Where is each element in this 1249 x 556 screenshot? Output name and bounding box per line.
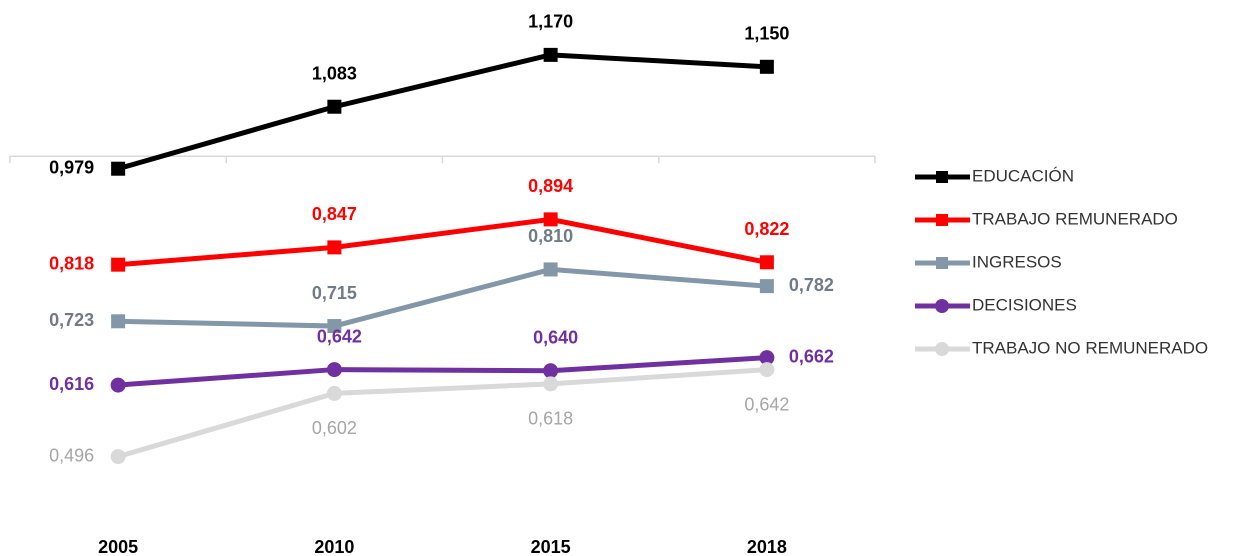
data-label: 0,818 bbox=[49, 253, 94, 273]
marker bbox=[111, 161, 126, 176]
marker bbox=[110, 449, 126, 465]
marker bbox=[111, 314, 126, 329]
marker bbox=[543, 363, 559, 379]
legend-label: TRABAJO NO REMUNERADO bbox=[972, 338, 1208, 357]
marker bbox=[759, 279, 774, 294]
data-label: 0,616 bbox=[49, 374, 94, 394]
legend-label: TRABAJO REMUNERADO bbox=[972, 209, 1178, 228]
data-label: 0,618 bbox=[528, 409, 573, 429]
marker bbox=[759, 59, 774, 74]
data-label: 1,150 bbox=[744, 24, 789, 44]
data-label: 0,723 bbox=[49, 310, 94, 330]
marker bbox=[327, 319, 342, 334]
data-label: 0,642 bbox=[744, 394, 789, 414]
data-label: 0,782 bbox=[789, 275, 834, 295]
marker bbox=[759, 255, 774, 270]
legend-label: INGRESOS bbox=[972, 252, 1062, 271]
series-line bbox=[118, 266, 768, 329]
legend-label: DECISIONES bbox=[972, 295, 1077, 314]
x-tick-label: 2005 bbox=[98, 537, 138, 556]
series-line bbox=[117, 367, 768, 459]
legend-marker bbox=[936, 257, 948, 269]
data-label: 1,170 bbox=[528, 12, 573, 32]
marker bbox=[543, 262, 558, 277]
marker bbox=[326, 385, 342, 401]
data-label: 0,810 bbox=[528, 226, 573, 246]
marker bbox=[543, 376, 559, 392]
data-label: 0,496 bbox=[49, 445, 94, 465]
data-label: 0,822 bbox=[744, 219, 789, 239]
series-line bbox=[117, 52, 768, 172]
legend-marker bbox=[935, 299, 949, 313]
data-label: 0,642 bbox=[317, 326, 362, 346]
x-tick-label: 2018 bbox=[747, 537, 787, 556]
data-label: 0,662 bbox=[789, 346, 834, 366]
marker bbox=[110, 377, 126, 393]
marker bbox=[327, 240, 342, 255]
series-line bbox=[117, 216, 768, 268]
marker bbox=[326, 362, 342, 378]
marker bbox=[759, 350, 775, 366]
data-label: 0,979 bbox=[49, 157, 94, 177]
data-label: 0,847 bbox=[312, 204, 357, 224]
data-label: 0,640 bbox=[533, 328, 578, 348]
marker bbox=[327, 99, 342, 114]
x-tick-label: 2010 bbox=[314, 537, 354, 556]
x-tick-label: 2015 bbox=[531, 537, 571, 556]
data-label: 0,715 bbox=[312, 283, 357, 303]
marker bbox=[543, 212, 558, 227]
marker bbox=[111, 257, 126, 272]
series-line bbox=[117, 355, 768, 388]
data-label: 0,602 bbox=[312, 418, 357, 438]
marker bbox=[543, 47, 558, 62]
legend-marker bbox=[936, 214, 948, 226]
legend-marker bbox=[936, 171, 948, 183]
data-label: 1,083 bbox=[312, 63, 357, 83]
data-label: 0,894 bbox=[528, 176, 573, 196]
legend-label: EDUCACIÓN bbox=[972, 166, 1074, 185]
marker bbox=[759, 362, 775, 378]
legend-marker bbox=[935, 342, 949, 356]
